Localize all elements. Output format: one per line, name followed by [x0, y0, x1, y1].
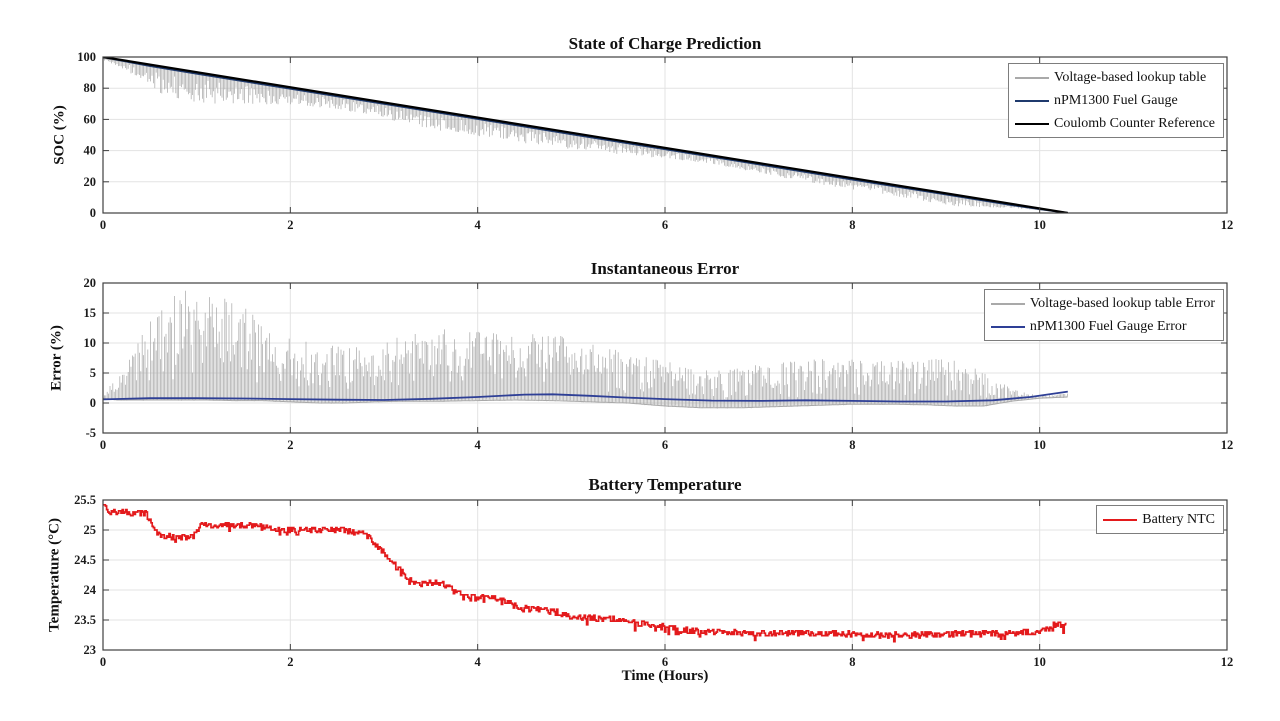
legend-item: nPM1300 Fuel Gauge	[1015, 89, 1215, 112]
temperature-y-tick-label: 23	[84, 643, 97, 657]
soc-y-tick-label: 100	[77, 50, 96, 64]
temperature-y-tick-label: 24.5	[74, 553, 96, 567]
soc-x-tick-label: 10	[1033, 218, 1046, 232]
soc-y-tick-label: 80	[84, 81, 97, 95]
error-x-tick-label: 12	[1221, 438, 1234, 452]
temperature-legend: Battery NTC	[1096, 505, 1224, 534]
temperature-x-tick-label: 2	[287, 655, 293, 669]
soc-legend: Voltage-based lookup table nPM1300 Fuel G…	[1008, 63, 1224, 138]
legend-item: nPM1300 Fuel Gauge Error	[990, 315, 1215, 338]
legend-item: Coulomb Counter Reference	[1015, 112, 1215, 135]
legend-line-sample	[1015, 99, 1050, 102]
temperature-x-tick-label: 12	[1221, 655, 1234, 669]
temperature-y-axis-label: Temperature (°C)	[46, 518, 63, 632]
soc-x-tick-label: 12	[1221, 218, 1234, 232]
temperature-x-tick-label: 8	[849, 655, 855, 669]
soc-y-tick-label: 20	[84, 175, 97, 189]
temperature-y-tick-label: 23.5	[74, 613, 96, 627]
soc-y-axis-label: SOC (%)	[51, 105, 68, 165]
legend-label: Voltage-based lookup table Error	[1029, 295, 1215, 311]
temperature-y-tick-label: 24	[84, 583, 97, 597]
legend-line-sample	[1015, 122, 1050, 125]
temperature-chart-title: Battery Temperature	[588, 475, 742, 494]
error-y-tick-label: -5	[86, 426, 96, 440]
legend-label: Battery NTC	[1142, 511, 1215, 527]
error-x-tick-label: 6	[662, 438, 668, 452]
error-y-tick-label: 15	[84, 306, 97, 320]
temperature-y-tick-label: 25	[84, 523, 97, 537]
legend-label: Coulomb Counter Reference	[1054, 115, 1215, 131]
error-y-tick-label: 0	[90, 396, 96, 410]
error-plot: 0 2 4 6 8 10 12 -5 0 5 10 15 20	[84, 276, 1234, 452]
legend-label: Voltage-based lookup table	[1054, 69, 1207, 85]
error-x-tick-label: 4	[475, 438, 482, 452]
legend-item: Battery NTC	[1103, 508, 1215, 531]
soc-y-tick-label: 0	[90, 206, 96, 220]
soc-x-tick-label: 2	[287, 218, 293, 232]
legend-line-sample	[990, 302, 1025, 305]
soc-x-tick-label: 8	[849, 218, 855, 232]
error-y-axis-label: Error (%)	[48, 325, 65, 391]
soc-x-tick-label: 6	[662, 218, 668, 232]
temperature-x-tick-label: 10	[1033, 655, 1046, 669]
error-chart-title: Instantaneous Error	[590, 259, 740, 278]
temperature-x-tick-label: 6	[662, 655, 668, 669]
soc-chart-title: State of Charge Prediction	[568, 34, 762, 53]
error-y-tick-label: 20	[84, 276, 97, 290]
error-x-tick-label: 0	[100, 438, 106, 452]
legend-item: Voltage-based lookup table Error	[990, 292, 1215, 315]
soc-x-tick-label: 4	[475, 218, 482, 232]
legend-line-sample	[990, 325, 1025, 328]
legend-line-sample	[1015, 76, 1050, 79]
legend-label: nPM1300 Fuel Gauge Error	[1029, 318, 1187, 334]
temperature-y-tick-label: 25.5	[74, 493, 96, 507]
soc-y-tick-label: 60	[84, 112, 97, 126]
error-x-tick-label: 2	[287, 438, 293, 452]
legend-line-sample	[1103, 518, 1138, 521]
error-x-tick-label: 8	[849, 438, 855, 452]
legend-item: Voltage-based lookup table	[1015, 66, 1215, 89]
x-axis-label: Time (Hours)	[621, 668, 709, 684]
soc-x-tick-label: 0	[100, 218, 106, 232]
error-y-tick-label: 10	[84, 336, 97, 350]
temperature-x-tick-label: 0	[100, 655, 106, 669]
error-y-tick-label: 5	[90, 366, 96, 380]
error-x-tick-label: 10	[1033, 438, 1046, 452]
soc-plot: 0 2 4 6 8 10 12 0 20 40 60 80 100	[77, 50, 1233, 232]
soc-y-tick-label: 40	[84, 144, 97, 158]
temperature-x-tick-label: 4	[475, 655, 482, 669]
legend-label: nPM1300 Fuel Gauge	[1054, 92, 1178, 108]
error-legend: Voltage-based lookup table Error nPM1300 …	[983, 289, 1224, 341]
